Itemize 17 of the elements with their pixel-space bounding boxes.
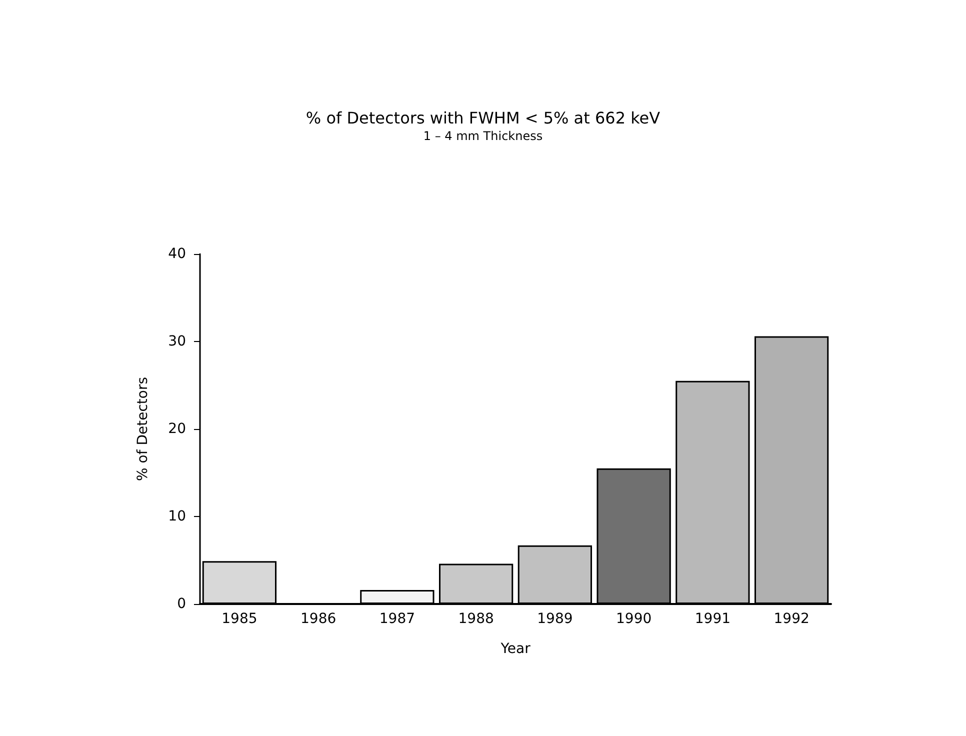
x-tick-label: 1991 bbox=[694, 611, 731, 627]
y-axis-title: % of Detectors bbox=[135, 377, 151, 481]
y-tick-label: 0 bbox=[177, 596, 186, 612]
x-tick-label: 1989 bbox=[537, 611, 573, 627]
chart-subtitle: 1 – 4 mm Thickness bbox=[423, 129, 543, 143]
x-tick-label: 1985 bbox=[222, 611, 258, 627]
y-tick-label: 20 bbox=[168, 421, 186, 437]
y-tick-label: 30 bbox=[168, 334, 186, 350]
y-tick-label: 40 bbox=[168, 246, 186, 262]
y-tick-label: 10 bbox=[168, 508, 186, 524]
x-tick-label: 1988 bbox=[458, 611, 494, 627]
x-tick-label: 1992 bbox=[774, 611, 810, 627]
x-tick-label: 1987 bbox=[379, 611, 416, 627]
x-tick-label: 1990 bbox=[616, 611, 652, 627]
chart-title: % of Detectors with FWHM < 5% at 662 keV bbox=[306, 108, 660, 128]
x-tick-label: 1986 bbox=[300, 611, 336, 627]
x-axis-title: Year bbox=[500, 641, 531, 657]
